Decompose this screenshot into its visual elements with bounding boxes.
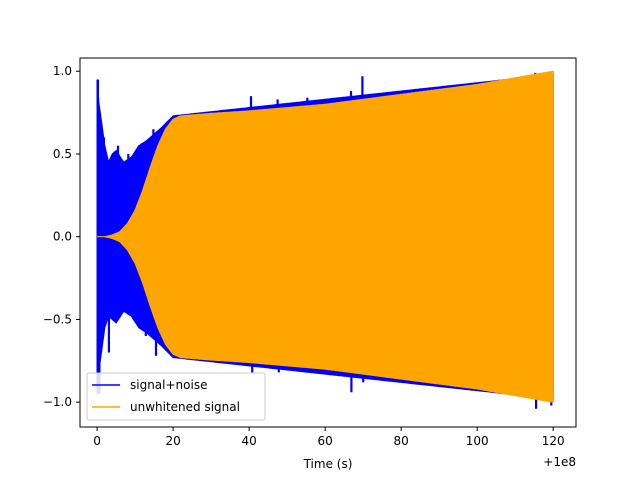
y-tick-label: 0.0 — [53, 230, 72, 244]
y-tick-label: −1.0 — [43, 395, 72, 409]
x-tick-label: 120 — [542, 434, 565, 448]
legend-label-signal-noise: signal+noise — [130, 378, 207, 392]
x-offset-label: +1e8 — [543, 455, 576, 469]
x-axis: 0 20 40 60 80 100 120 — [93, 427, 565, 448]
legend-label-unwhitened-signal: unwhitened signal — [130, 400, 240, 414]
x-tick-label: 40 — [241, 434, 256, 448]
x-tick-label: 80 — [394, 434, 409, 448]
plot-frame — [79, 57, 577, 428]
series-envelope-1 — [97, 70, 554, 403]
x-tick-label: 0 — [93, 434, 101, 448]
y-axis: −1.0 −0.5 0.0 0.5 1.0 — [43, 64, 80, 409]
x-tick-label: 20 — [165, 434, 180, 448]
y-tick-label: 1.0 — [53, 64, 72, 78]
legend: signal+noise unwhitened signal — [86, 372, 266, 421]
y-tick-label: −0.5 — [43, 312, 72, 326]
x-tick-label: 60 — [318, 434, 333, 448]
series-layer — [96, 70, 554, 409]
x-tick-label: 100 — [466, 434, 489, 448]
legend-box — [86, 372, 266, 421]
x-axis-label: Time (s) — [303, 457, 353, 471]
y-tick-label: 0.5 — [53, 147, 72, 161]
series-1 — [97, 70, 554, 403]
